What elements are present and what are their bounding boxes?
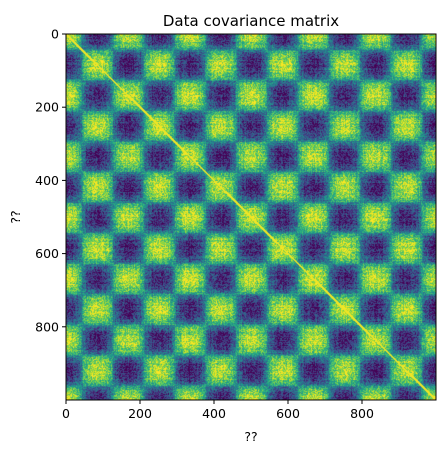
y-axis: 0 200 400 600 800 [35, 27, 66, 335]
heatmap-container [66, 34, 436, 400]
y-tick-label: 800 [35, 319, 59, 334]
chart-title: Data covariance matrix [163, 12, 339, 30]
x-tick-label: 0 [62, 406, 70, 421]
x-tick-label: 200 [128, 406, 152, 421]
y-tick-label: 600 [35, 246, 59, 261]
y-tick-label: 200 [35, 100, 59, 115]
x-tick-label: 600 [276, 406, 300, 421]
y-tick-label: 0 [51, 27, 59, 42]
x-axis: 0 200 400 600 800 [62, 400, 374, 421]
y-axis-label: ?? [8, 210, 23, 223]
x-axis-label: ?? [244, 429, 257, 444]
heatmap-canvas [66, 34, 436, 400]
x-tick-label: 400 [202, 406, 226, 421]
x-tick-label: 800 [350, 406, 374, 421]
y-tick-label: 400 [35, 173, 59, 188]
